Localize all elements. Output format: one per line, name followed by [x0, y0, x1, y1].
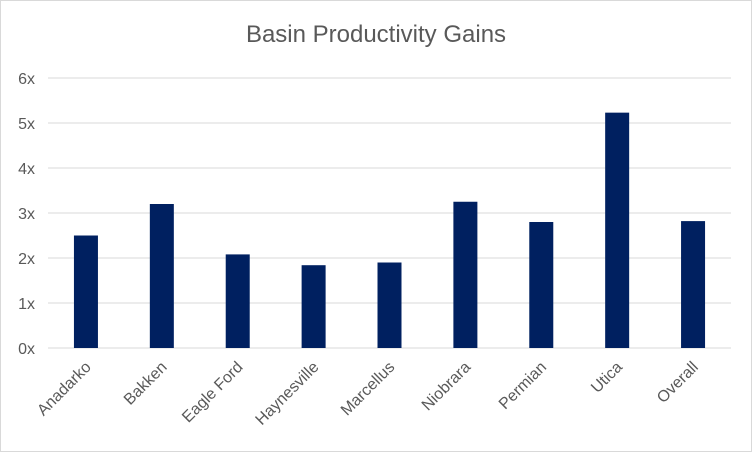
x-tick-label: Anadarko — [34, 359, 95, 420]
y-tick-label: 1x — [18, 296, 35, 313]
chart-title: Basin Productivity Gains — [245, 21, 507, 48]
bar-marcellus — [377, 262, 402, 348]
x-tick-label: Eagle Ford — [179, 359, 246, 426]
y-tick-label: 2x — [18, 251, 35, 268]
x-axis-ticks: Anadarko Bakken Eagle Ford Haynesville Marce… — [34, 359, 702, 429]
bar-utica — [605, 112, 630, 349]
bar-bakken — [149, 204, 174, 348]
bar-eagle-ford — [225, 254, 250, 348]
y-tick-label: 0x — [18, 341, 35, 358]
x-tick-label: Haynesville — [253, 359, 323, 429]
y-tick-label: 6x — [18, 71, 35, 88]
bar-permian — [529, 222, 554, 348]
x-tick-label: Niobrara — [419, 359, 474, 414]
bar-niobrara — [453, 201, 478, 348]
bar-anadarko — [73, 235, 98, 348]
y-tick-label: 3x — [18, 206, 35, 223]
x-tick-label: Marcellus — [338, 359, 398, 419]
x-tick-label: Overall — [654, 359, 702, 407]
x-tick-label: Utica — [588, 359, 626, 397]
x-tick-label: Permian — [496, 359, 550, 413]
y-tick-label: 4x — [18, 161, 35, 178]
bar-haynesville — [301, 265, 326, 348]
y-axis-ticks: 0x 1x 2x 3x 4x 5x 6x — [18, 71, 35, 358]
bar-overall — [681, 221, 706, 348]
y-tick-label: 5x — [18, 116, 35, 133]
x-tick-label: Bakken — [121, 359, 171, 409]
bars — [73, 112, 706, 349]
